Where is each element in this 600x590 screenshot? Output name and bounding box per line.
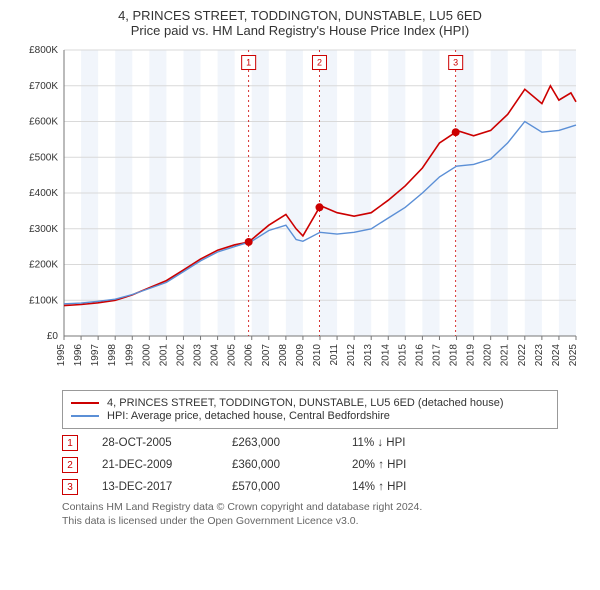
- event-row: 1 28-OCT-2005 £263,000 11% ↓ HPI: [62, 435, 558, 451]
- svg-text:2002: 2002: [175, 344, 186, 367]
- svg-text:2006: 2006: [244, 344, 255, 367]
- svg-text:2016: 2016: [414, 344, 425, 367]
- event-price: £263,000: [232, 437, 352, 449]
- event-date: 13-DEC-2017: [102, 481, 232, 493]
- svg-text:2011: 2011: [329, 344, 340, 366]
- svg-text:2023: 2023: [534, 344, 545, 367]
- legend-label: HPI: Average price, detached house, Cent…: [107, 410, 390, 422]
- event-price: £570,000: [232, 481, 352, 493]
- svg-text:2013: 2013: [363, 344, 374, 367]
- event-row: 2 21-DEC-2009 £360,000 20% ↑ HPI: [62, 457, 558, 473]
- svg-text:2019: 2019: [466, 344, 477, 367]
- svg-text:2005: 2005: [227, 344, 238, 367]
- svg-text:2018: 2018: [449, 344, 460, 367]
- svg-text:£0: £0: [47, 331, 59, 342]
- title-block: 4, PRINCES STREET, TODDINGTON, DUNSTABLE…: [12, 8, 588, 38]
- svg-text:1996: 1996: [73, 344, 84, 367]
- legend-swatch-property: [71, 402, 99, 404]
- event-delta: 20% ↑ HPI: [352, 459, 472, 471]
- event-delta: 14% ↑ HPI: [352, 481, 472, 493]
- svg-text:2001: 2001: [158, 344, 169, 367]
- svg-text:£400K: £400K: [29, 188, 58, 199]
- event-marker-icon: 3: [62, 479, 78, 495]
- legend-swatch-hpi: [71, 415, 99, 417]
- footnote-line: Contains HM Land Registry data © Crown c…: [62, 501, 558, 515]
- svg-text:£500K: £500K: [29, 152, 58, 163]
- svg-text:2017: 2017: [431, 344, 442, 367]
- svg-text:2025: 2025: [568, 344, 579, 367]
- event-marker-icon: 2: [62, 457, 78, 473]
- svg-text:2: 2: [317, 58, 322, 68]
- event-date: 28-OCT-2005: [102, 437, 232, 449]
- svg-text:£300K: £300K: [29, 224, 58, 235]
- svg-text:1995: 1995: [56, 344, 67, 367]
- svg-text:1997: 1997: [90, 344, 101, 367]
- svg-text:1: 1: [246, 58, 251, 68]
- event-row: 3 13-DEC-2017 £570,000 14% ↑ HPI: [62, 479, 558, 495]
- svg-text:2021: 2021: [500, 344, 511, 367]
- events-table: 1 28-OCT-2005 £263,000 11% ↓ HPI 2 21-DE…: [62, 435, 558, 495]
- legend-label: 4, PRINCES STREET, TODDINGTON, DUNSTABLE…: [107, 397, 504, 409]
- chart-svg: £0 £100K £200K £300K £400K £500K £600K £700K £80…: [12, 44, 588, 384]
- svg-text:£700K: £700K: [29, 81, 58, 92]
- svg-text:2009: 2009: [295, 344, 306, 367]
- svg-text:2020: 2020: [483, 344, 494, 367]
- svg-text:£600K: £600K: [29, 117, 58, 128]
- event-price: £360,000: [232, 459, 352, 471]
- svg-text:1998: 1998: [107, 344, 118, 367]
- footnote: Contains HM Land Registry data © Crown c…: [62, 501, 558, 528]
- svg-text:2022: 2022: [517, 344, 528, 367]
- legend-row: HPI: Average price, detached house, Cent…: [71, 410, 549, 422]
- svg-text:2008: 2008: [278, 344, 289, 367]
- chart: £0 £100K £200K £300K £400K £500K £600K £700K £80…: [12, 44, 588, 384]
- svg-text:1999: 1999: [124, 344, 135, 367]
- svg-text:2010: 2010: [312, 344, 323, 367]
- event-marker-icon: 1: [62, 435, 78, 451]
- svg-text:2000: 2000: [141, 344, 152, 367]
- svg-text:£800K: £800K: [29, 45, 58, 56]
- svg-text:2007: 2007: [261, 344, 272, 367]
- svg-text:2004: 2004: [210, 344, 221, 367]
- svg-text:2003: 2003: [193, 344, 204, 367]
- title-address: 4, PRINCES STREET, TODDINGTON, DUNSTABLE…: [12, 8, 588, 23]
- svg-text:£100K: £100K: [29, 295, 58, 306]
- svg-text:2014: 2014: [380, 344, 391, 367]
- legend: 4, PRINCES STREET, TODDINGTON, DUNSTABLE…: [62, 390, 558, 429]
- event-delta: 11% ↓ HPI: [352, 437, 472, 449]
- event-date: 21-DEC-2009: [102, 459, 232, 471]
- legend-row: 4, PRINCES STREET, TODDINGTON, DUNSTABLE…: [71, 397, 549, 409]
- svg-text:2015: 2015: [397, 344, 408, 367]
- svg-text:3: 3: [453, 58, 458, 68]
- title-subtitle: Price paid vs. HM Land Registry's House …: [12, 23, 588, 38]
- svg-text:2012: 2012: [346, 344, 357, 367]
- footnote-line: This data is licensed under the Open Gov…: [62, 515, 558, 529]
- svg-text:£200K: £200K: [29, 260, 58, 271]
- page-root: 4, PRINCES STREET, TODDINGTON, DUNSTABLE…: [0, 0, 600, 536]
- svg-text:2024: 2024: [551, 344, 562, 367]
